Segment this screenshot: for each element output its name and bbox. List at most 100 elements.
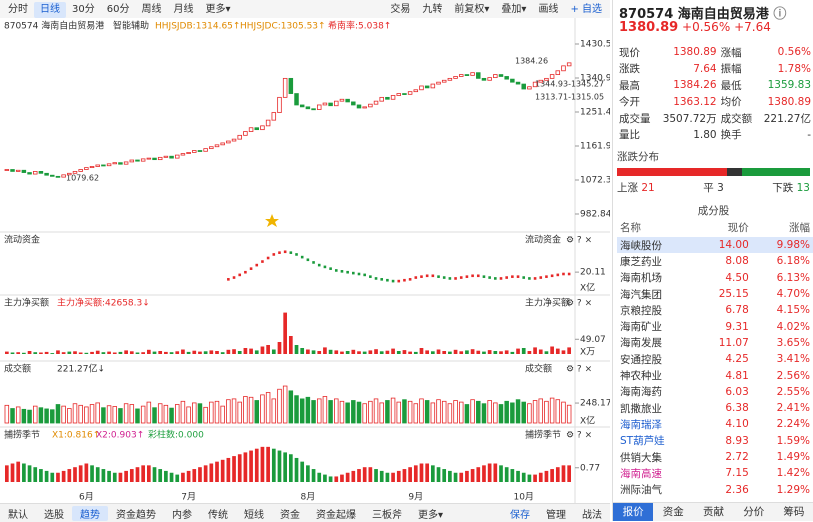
bottom-action[interactable]: 管理 xyxy=(546,509,566,521)
bar xyxy=(448,470,452,482)
toolbar-button[interactable]: 叠加▾ xyxy=(501,4,527,15)
volume-bar xyxy=(231,398,237,424)
toolbar-button[interactable]: 60分 xyxy=(106,4,130,15)
volume-bar xyxy=(299,398,305,424)
volume-bar xyxy=(447,403,453,424)
candle xyxy=(135,159,140,162)
info-icon[interactable]: ⓘ xyxy=(773,7,787,22)
bar xyxy=(271,448,276,482)
cons-row[interactable]: 神农种业 4.81 2.56% xyxy=(617,367,813,383)
cons-row[interactable]: 凯撒旅业 6.38 2.41% xyxy=(617,400,813,416)
flow-dot xyxy=(272,253,276,256)
cons-cell: 京粮控股 xyxy=(620,304,662,317)
bar xyxy=(112,352,117,354)
cons-row[interactable]: 海汽集团 25.15 4.70% xyxy=(617,286,813,302)
dist-flat: 平 3 xyxy=(703,180,724,195)
cons-row[interactable]: 海南矿业 9.31 4.02% xyxy=(617,318,813,334)
bottom-action[interactable]: 战法 xyxy=(582,509,602,521)
stats-row: 最高 1384.26 最低 1359.83 xyxy=(617,77,813,94)
cons-row[interactable]: 海南瑞泽 4.10 2.24% xyxy=(617,416,813,432)
bar xyxy=(311,469,316,482)
right-tab[interactable]: 报价 xyxy=(613,503,654,521)
flow-dot xyxy=(499,277,503,280)
bottom-tab[interactable]: 三板斧 xyxy=(372,509,402,521)
bar xyxy=(4,351,9,354)
candle xyxy=(44,172,49,176)
cons-cell: 2.56% xyxy=(776,369,810,382)
toolbar-button[interactable]: 九转 xyxy=(422,4,443,15)
bottom-tab[interactable]: 更多▾ xyxy=(418,509,444,521)
cons-cell: 9.98% xyxy=(751,237,813,254)
volume-bar xyxy=(78,404,83,424)
cons-row[interactable]: 海峡股份 14.00 9.98% xyxy=(617,237,813,254)
cons-row[interactable]: 洲际油气 2.36 1.29% xyxy=(617,481,813,497)
toolbar-button[interactable]: 月线 xyxy=(173,4,194,15)
bottom-tab[interactable]: 默认 xyxy=(8,509,28,521)
cons-row[interactable]: 安通控股 4.25 3.41% xyxy=(617,351,813,367)
toolbar-button[interactable]: 日线 xyxy=(34,2,66,18)
bottom-tab[interactable]: 趋势 xyxy=(72,505,108,521)
flow-dot xyxy=(227,278,230,281)
candle xyxy=(10,169,15,172)
cons-cell: 3.41% xyxy=(776,353,810,366)
bar xyxy=(101,352,106,354)
toolbar-button[interactable]: 30分 xyxy=(72,4,95,15)
candle xyxy=(407,91,413,95)
bar xyxy=(232,456,236,482)
change: +7.64 xyxy=(734,20,771,34)
bottom-tab[interactable]: 内参 xyxy=(172,509,192,521)
toolbar-button[interactable]: 分时 xyxy=(8,4,28,15)
cons-row[interactable]: 海南海药 6.03 2.55% xyxy=(617,384,813,400)
candle xyxy=(424,85,430,89)
volume-bar xyxy=(316,398,322,424)
cons-cell: 海峡股份 xyxy=(617,237,696,254)
bar xyxy=(260,346,265,354)
toolbar-button[interactable]: 前复权▾ xyxy=(454,4,490,15)
cons-row[interactable]: 海南机场 4.50 6.13% xyxy=(617,270,813,286)
bar xyxy=(33,467,38,482)
bottom-tab[interactable]: 传统 xyxy=(208,509,228,521)
volume-bar xyxy=(50,409,55,424)
toolbar-button[interactable]: 周线 xyxy=(141,4,162,15)
bar xyxy=(306,349,310,354)
candle xyxy=(169,155,174,159)
volume-bar xyxy=(419,398,424,424)
y-tick-label: 1340.99 xyxy=(580,74,610,84)
candle xyxy=(413,89,419,93)
bottom-tab[interactable]: 资金趋势 xyxy=(116,509,156,521)
x-tick-label: 6月 xyxy=(79,492,94,503)
cons-row[interactable]: 供销大集 2.72 1.49% xyxy=(617,449,813,465)
cons-row[interactable]: 海南高速 7.15 1.42% xyxy=(617,465,813,481)
toolbar-button[interactable]: 画线 xyxy=(538,4,559,15)
right-tab[interactable]: 贡献 xyxy=(703,506,724,518)
cons-row[interactable]: 海南发展 11.07 3.65% xyxy=(617,335,813,351)
bottom-tab[interactable]: 短线 xyxy=(244,509,264,521)
bottom-action[interactable]: 保存 xyxy=(510,509,530,521)
volume-bar xyxy=(38,407,44,424)
volume-bar xyxy=(538,398,544,424)
bottom-tab[interactable]: 选股 xyxy=(44,509,64,521)
flow-dot xyxy=(556,273,560,277)
cons-cell: 海南海药 xyxy=(620,386,662,399)
bar xyxy=(362,351,367,354)
toolbar-button[interactable]: + 自选 xyxy=(570,4,602,15)
cons-row[interactable]: 京粮控股 6.78 4.15% xyxy=(617,302,813,318)
toolbar-button[interactable]: 交易 xyxy=(390,4,411,15)
right-tab[interactable]: 资金 xyxy=(662,506,684,518)
flow-dot xyxy=(261,260,264,263)
right-tab[interactable]: 分价 xyxy=(743,506,765,518)
bottom-tab[interactable]: 资金 xyxy=(280,509,300,521)
toolbar-button[interactable]: 更多▾ xyxy=(205,4,231,15)
flow-dot xyxy=(283,250,287,254)
cons-row[interactable]: ST葫芦娃 8.93 1.59% xyxy=(617,433,813,449)
volume-bar xyxy=(441,400,447,424)
candle xyxy=(226,140,231,144)
right-tab[interactable]: 筹码 xyxy=(783,506,805,518)
cons-row[interactable]: 康芝药业 8.08 6.18% xyxy=(617,253,813,269)
volume-bar xyxy=(515,399,521,424)
stats-cell: 成交额 xyxy=(720,112,753,125)
bottom-tab[interactable]: 资金起爆 xyxy=(316,509,356,521)
volume-bar xyxy=(351,400,356,424)
bar xyxy=(237,351,242,354)
